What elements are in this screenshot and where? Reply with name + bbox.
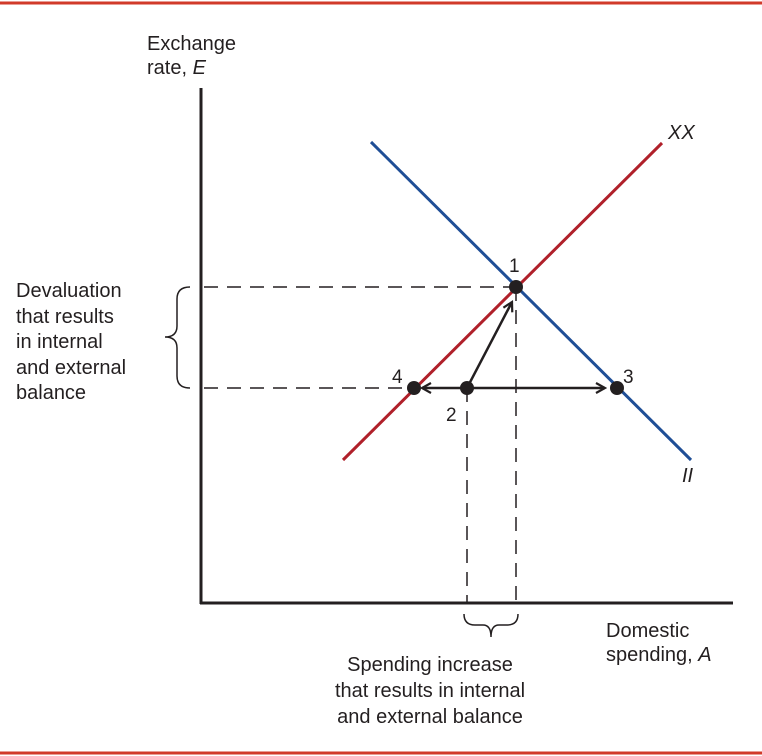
- devaluation-annotation-line: Devaluation: [16, 280, 122, 302]
- point-1-label: 1: [509, 256, 520, 277]
- y-axis-label: Exchange rate, E: [147, 32, 236, 80]
- x-axis-label-line1: Domestic: [606, 620, 690, 642]
- devaluation-annotation: Devaluation that results in internal and…: [16, 279, 126, 407]
- point-2-label: 2: [446, 405, 457, 426]
- point-4-label: 4: [392, 367, 403, 388]
- xx-curve: [341, 141, 664, 462]
- spending-annotation-line: that results in internal: [334, 680, 526, 702]
- point-3-label: 3: [623, 367, 634, 388]
- devaluation-annotation-line: and external: [16, 356, 127, 379]
- y-axis-label-line2: rate, E: [147, 56, 236, 80]
- devaluation-annotation-line: in internal: [16, 331, 103, 353]
- points: [407, 280, 624, 395]
- spending-annotation-line: and external balance: [337, 706, 523, 728]
- x-axis-label-line2: spending, A: [606, 643, 712, 667]
- spending-annotation: Spending increase that results in intern…: [300, 652, 560, 730]
- dashed-guides: [204, 286, 517, 603]
- devaluation-annotation-line: that results: [16, 305, 114, 328]
- bottom-brace: [463, 613, 519, 638]
- arrow-to-point-1: [465, 302, 512, 389]
- point-1-dot: [509, 280, 523, 294]
- y-axis-label-prefix: rate,: [147, 57, 193, 79]
- point-3-dot: [610, 381, 624, 395]
- ii-curve-label: II: [682, 465, 694, 487]
- y-axis-label-line1: Exchange: [147, 33, 236, 55]
- x-axis-variable: A: [698, 644, 712, 666]
- point-4-dot: [407, 381, 421, 395]
- left-brace: [164, 286, 191, 389]
- x-axis-label: Domestic spending, A: [606, 619, 712, 667]
- adjustment-arrows: [422, 302, 605, 388]
- devaluation-annotation-line: balance: [16, 382, 87, 404]
- xx-curve-label: XX: [668, 122, 695, 144]
- point-2-dot: [460, 381, 474, 395]
- x-axis-label-prefix: spending,: [606, 644, 699, 666]
- ii-curve: [369, 140, 693, 462]
- spending-annotation-line: Spending increase: [347, 654, 513, 676]
- y-axis-variable: E: [192, 57, 206, 79]
